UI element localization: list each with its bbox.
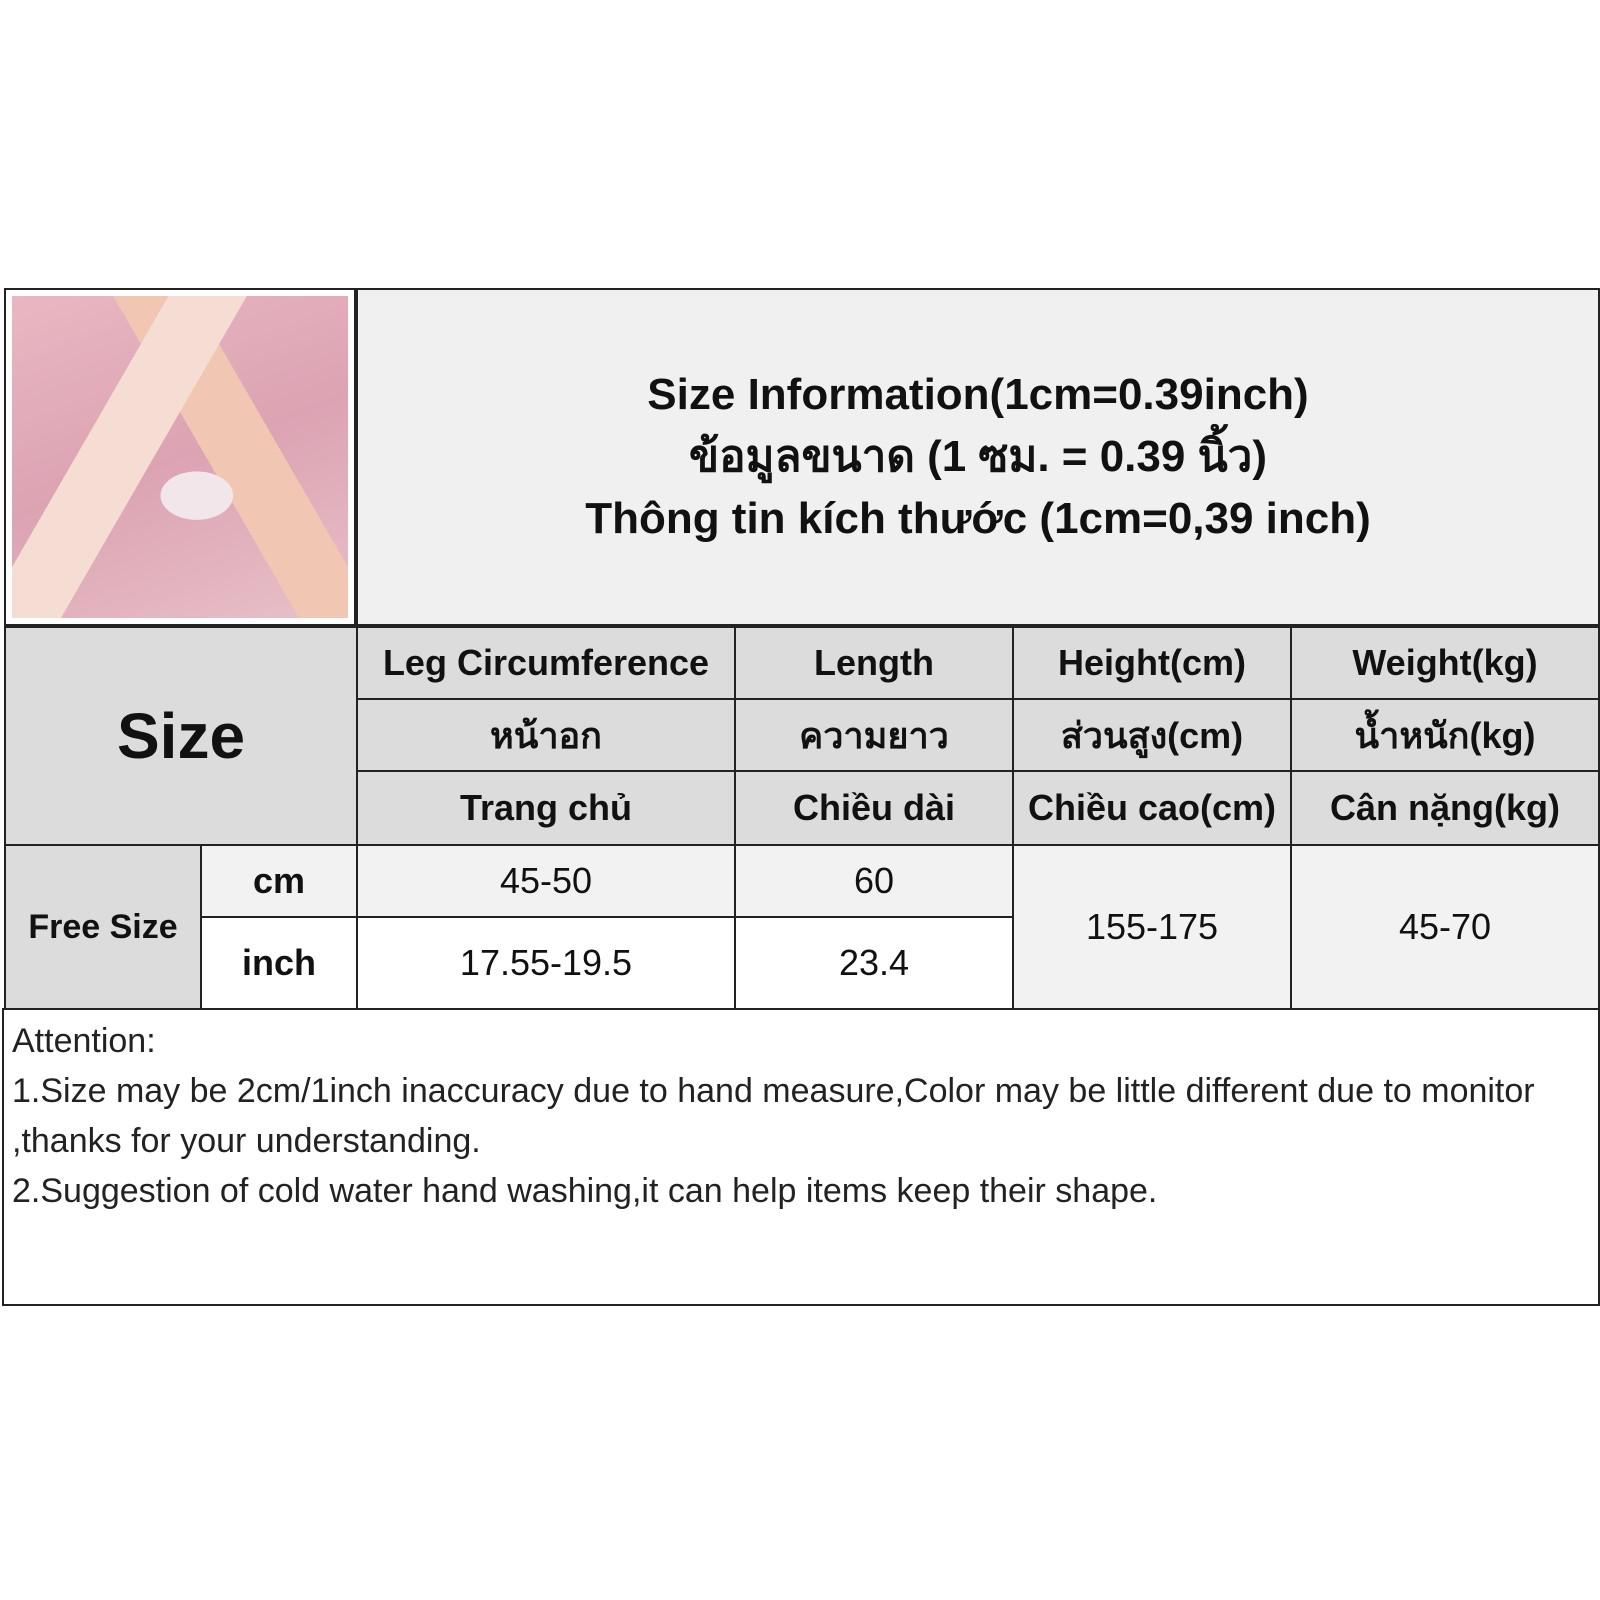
- header-leg-vi: Trang chủ: [356, 770, 736, 846]
- title-thai: ข้อมูลขนาด (1 ซม. = 0.39 นิ้ว): [688, 432, 1267, 481]
- attention-note-2: 2.Suggestion of cold water hand washing,…: [12, 1172, 1158, 1210]
- leg-inch-value: 17.55-19.5: [356, 916, 736, 1010]
- header-height-vi: Chiều cao(cm): [1012, 770, 1292, 846]
- leg-cm-value: 45-50: [356, 844, 736, 918]
- free-size-label: Free Size: [4, 844, 202, 1010]
- stocking-image: [12, 296, 348, 618]
- header-length-vi: Chiều dài: [734, 770, 1014, 846]
- length-inch-value: 23.4: [734, 916, 1014, 1010]
- product-photo: [4, 288, 356, 626]
- length-cm-value: 60: [734, 844, 1014, 918]
- header-weight-th: น้ำหนัก(kg): [1290, 698, 1600, 772]
- unit-cm: cm: [200, 844, 358, 918]
- title-english: Size Information(1cm=0.39inch): [647, 370, 1309, 419]
- header-leg-en: Leg Circumference: [356, 626, 736, 700]
- height-value: 155-175: [1012, 844, 1292, 1010]
- size-info-title: Size Information(1cm=0.39inch) ข้อมูลขนา…: [356, 288, 1600, 626]
- header-weight-en: Weight(kg): [1290, 626, 1600, 700]
- header-weight-vi: Cân nặng(kg): [1290, 770, 1600, 846]
- unit-inch: inch: [200, 916, 358, 1010]
- header-height-th: ส่วนสูง(cm): [1012, 698, 1292, 772]
- weight-value: 45-70: [1290, 844, 1600, 1010]
- header-height-en: Height(cm): [1012, 626, 1292, 700]
- header-length-en: Length: [734, 626, 1014, 700]
- size-header: Size: [4, 626, 358, 846]
- title-vietnamese: Thông tin kích thước (1cm=0,39 inch): [585, 494, 1371, 543]
- attention-notes: Attention: 1.Size may be 2cm/1inch inacc…: [2, 1008, 1600, 1306]
- header-leg-th: หน้าอก: [356, 698, 736, 772]
- attention-note-1: 1.Size may be 2cm/1inch inaccuracy due t…: [12, 1072, 1535, 1160]
- attention-heading: Attention:: [12, 1022, 156, 1060]
- header-length-th: ความยาว: [734, 698, 1014, 772]
